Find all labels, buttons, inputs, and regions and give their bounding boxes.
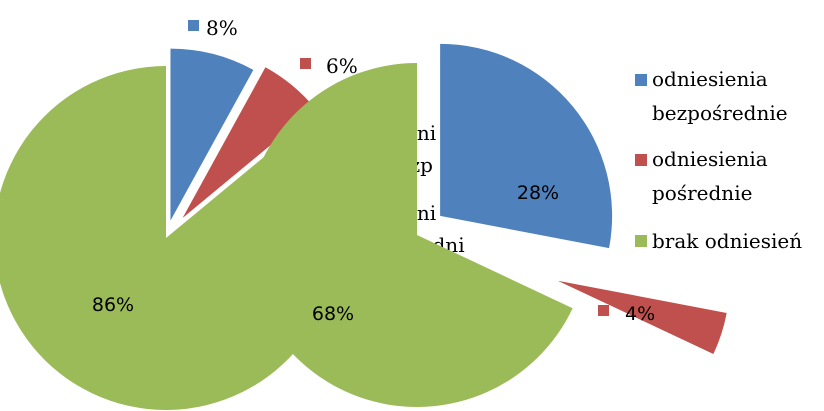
legend-label-brak: brak odniesień [652,229,802,253]
pie2-slice-2 [557,280,727,354]
pie2-label-4-marker [598,305,609,316]
pie1-slice-1 [170,48,254,221]
legend-label-posrednie-line1: odniesienia [652,147,768,171]
legend-swatch-brak [635,235,647,247]
legend-label-posrednie-line2: pośrednie [652,181,752,205]
legend: odniesienia bezpośrednie odniesienia poś… [635,67,802,253]
pie2-label-4: 4% [625,303,655,325]
pie1-label-6-marker [300,58,311,69]
pie1-slice-2 [182,67,316,218]
pie1-label-6: 6% [326,54,358,78]
pie2-slice-1 [440,43,613,249]
legend-swatch-bezposrednie [635,74,647,86]
pie1-label-8: 8% [206,16,238,40]
legend-label-bezposrednie-line2: bezpośrednie [652,101,788,125]
pie-chart-2 [244,43,727,407]
pie1-slice-3 [0,66,338,410]
pie-chart-1 [0,48,338,410]
pie1-label-8-marker [188,20,199,31]
pie1-label-86: 86% [92,294,134,316]
legend-label-bezposrednie-line1: odniesienia [652,67,768,91]
pie2-label-68: 68% [312,303,354,325]
pie2-label-28: 28% [517,182,559,204]
pie2-slice-3 [244,63,573,407]
legend-swatch-posrednie [635,154,647,166]
